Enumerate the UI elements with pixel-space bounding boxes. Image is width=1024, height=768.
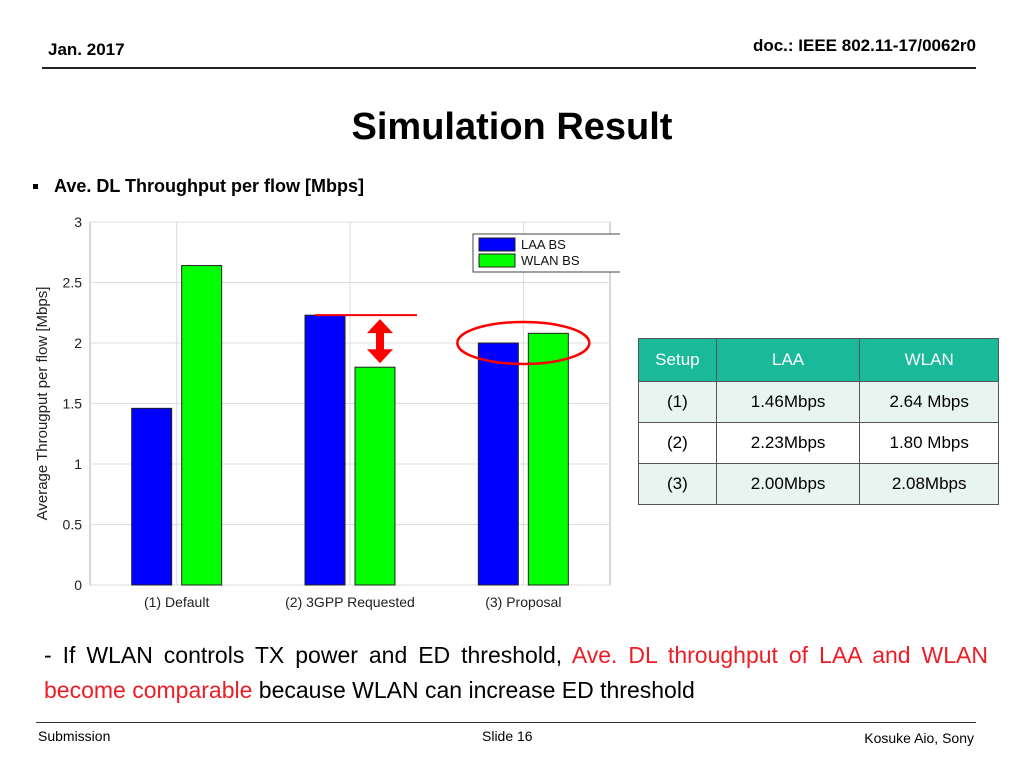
bar-wlan bbox=[527, 332, 569, 586]
arrow-head-down bbox=[367, 349, 393, 364]
y-axis-label: Average Througput per flow [Mbps] bbox=[34, 287, 51, 521]
bar-wlan bbox=[181, 265, 223, 586]
footer-author: Kosuke Aio, Sony bbox=[864, 730, 974, 746]
footer-submission: Submission bbox=[38, 728, 111, 744]
legend-label: WLAN BS bbox=[521, 253, 580, 268]
bar-laa bbox=[477, 342, 519, 586]
highlight-ellipse bbox=[456, 320, 591, 366]
header-date: Jan. 2017 bbox=[48, 40, 125, 59]
table-row: (1) 1.46Mbps 2.64 Mbps bbox=[638, 381, 999, 423]
table-row: (2) 2.23Mbps 1.80 Mbps bbox=[638, 422, 999, 464]
y-tick-label: 3 bbox=[74, 214, 82, 230]
table-cell: 2.08Mbps bbox=[859, 463, 999, 505]
table-header-setup: Setup bbox=[638, 338, 717, 382]
table-cell: (2) bbox=[638, 422, 717, 464]
legend-swatch bbox=[478, 237, 516, 252]
table-cell: (3) bbox=[638, 463, 717, 505]
bullet-item: Ave. DL Throughput per flow [Mbps] bbox=[33, 176, 364, 197]
table-header-wlan: WLAN bbox=[859, 338, 999, 382]
table-cell: 2.23Mbps bbox=[715, 422, 861, 464]
bar-laa bbox=[304, 314, 346, 586]
slide-title: Simulation Result bbox=[351, 106, 673, 148]
table-cell: 2.64 Mbps bbox=[859, 381, 999, 423]
y-tick-label: 1 bbox=[74, 456, 82, 472]
table-cell: 2.00Mbps bbox=[715, 463, 861, 505]
x-tick-label: (2) 3GPP Requested bbox=[285, 594, 415, 610]
y-tick-label: 0.5 bbox=[63, 517, 83, 533]
results-table: Setup LAA WLAN (1) 1.46Mbps 2.64 Mbps (2… bbox=[638, 338, 999, 505]
legend-swatch bbox=[478, 253, 516, 268]
table-cell: 1.80 Mbps bbox=[859, 422, 999, 464]
conclusion-text: - If WLAN controls TX power and ED thres… bbox=[44, 638, 988, 708]
legend-label: LAA BS bbox=[521, 237, 566, 252]
footer-slide-number: Slide 16 bbox=[482, 728, 533, 744]
table-cell: (1) bbox=[638, 381, 717, 423]
table-cell: 1.46Mbps bbox=[715, 381, 861, 423]
arrow-shaft bbox=[376, 331, 384, 352]
bar-laa bbox=[131, 407, 173, 586]
header-doc-id: doc.: IEEE 802.11-17/0062r0 bbox=[752, 36, 976, 55]
bullet-marker bbox=[33, 184, 38, 189]
table-row: (3) 2.00Mbps 2.08Mbps bbox=[638, 463, 999, 505]
y-tick-label: 1.5 bbox=[63, 396, 83, 412]
arrow-head-up bbox=[367, 319, 393, 334]
conclusion-prefix: - If WLAN controls TX power and ED thres… bbox=[44, 642, 572, 668]
table-header-laa: LAA bbox=[715, 338, 861, 382]
y-tick-label: 0 bbox=[74, 577, 82, 593]
footer-divider bbox=[36, 722, 976, 723]
conclusion-highlight: Ave. DL throughput of LAA and WLAN becom… bbox=[44, 642, 989, 703]
header-divider bbox=[42, 67, 976, 69]
table-header-row: Setup LAA WLAN bbox=[638, 338, 999, 382]
x-tick-label: (3) Proposal bbox=[485, 594, 561, 610]
y-tick-label: 2.5 bbox=[63, 275, 83, 291]
throughput-chart: 0 0.5 1 1.5 2 2.5 3 (1) Default (2) 3GPP Request… bbox=[34, 214, 620, 610]
conclusion-suffix: because WLAN can increase ED threshold bbox=[252, 677, 695, 703]
bar-wlan bbox=[354, 366, 396, 586]
y-tick-label: 2 bbox=[74, 335, 82, 351]
bullet-text: Ave. DL Throughput per flow [Mbps] bbox=[54, 176, 364, 196]
x-tick-label: (1) Default bbox=[144, 594, 209, 610]
